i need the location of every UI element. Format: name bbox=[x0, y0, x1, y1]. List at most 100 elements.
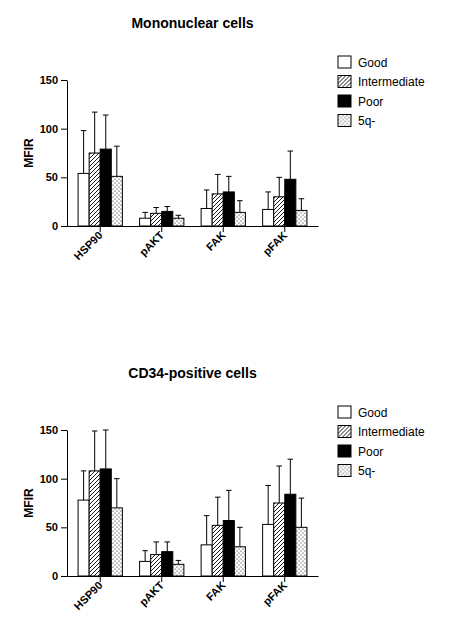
series bbox=[89, 431, 285, 576]
legend-swatch bbox=[338, 406, 351, 418]
plot-area bbox=[78, 430, 307, 576]
x-axis: HSP90 pAKT FAK pFAK bbox=[68, 576, 319, 612]
bar bbox=[274, 197, 285, 226]
error-bar bbox=[92, 431, 98, 471]
y-tick-mark bbox=[61, 479, 67, 480]
error-bar bbox=[237, 527, 243, 546]
x-axis: HSP90pAKTFAKpFAK bbox=[68, 226, 319, 262]
error-bar bbox=[226, 176, 232, 192]
y-tick-label: 150 bbox=[40, 74, 58, 86]
error-bar bbox=[276, 177, 282, 196]
error-bar bbox=[215, 497, 221, 525]
y-axis-title: MFIR bbox=[22, 488, 36, 518]
y-tick-mark bbox=[61, 576, 67, 577]
error-bar bbox=[299, 199, 305, 211]
title: CD34-positive cells bbox=[128, 365, 257, 381]
error-bar bbox=[153, 542, 159, 555]
y-tick-label: 50 bbox=[46, 521, 58, 533]
y-axis: 0 50 100 150 bbox=[40, 424, 68, 582]
bar bbox=[274, 503, 285, 576]
bar bbox=[223, 521, 234, 576]
x-tick-mark bbox=[223, 226, 224, 232]
error-bar bbox=[114, 146, 120, 176]
legend-swatch bbox=[338, 76, 351, 88]
legend-label: 5q- bbox=[358, 464, 375, 478]
error-bar bbox=[288, 151, 294, 179]
legend-entry: Good bbox=[338, 406, 387, 420]
x-tick: FAK bbox=[204, 576, 228, 603]
error-bar bbox=[265, 192, 271, 210]
legend-entry: 5q- bbox=[338, 464, 375, 478]
error-bar bbox=[288, 459, 294, 494]
bar bbox=[234, 212, 245, 226]
legend-label: Poor bbox=[358, 445, 383, 459]
x-tick-label: pFAK bbox=[260, 579, 289, 608]
y-tick-mark bbox=[61, 430, 67, 431]
bar bbox=[162, 211, 173, 226]
y-tick-mark bbox=[61, 129, 67, 130]
x-tick-mark bbox=[100, 226, 101, 232]
y-tick-mark bbox=[61, 80, 67, 81]
y-tick-label: 0 bbox=[52, 570, 58, 582]
series bbox=[89, 112, 285, 226]
chart: Mononuclear cellsMFIR050100150HSP90pAKTF… bbox=[22, 15, 425, 262]
x-tick-label: FAK bbox=[204, 229, 228, 253]
error-bar bbox=[165, 207, 171, 212]
series bbox=[100, 115, 296, 226]
y-tick: 150 bbox=[40, 424, 67, 436]
bar bbox=[263, 524, 274, 576]
error-bar bbox=[103, 115, 109, 149]
y-tick: 100 bbox=[40, 123, 67, 135]
error-bar bbox=[103, 430, 109, 469]
bar bbox=[89, 153, 100, 226]
error-bar bbox=[265, 485, 271, 524]
y-tick: 0 bbox=[52, 570, 67, 582]
x-tick-label: FAK bbox=[204, 579, 228, 603]
legend-label: 5q- bbox=[358, 114, 375, 128]
error-bar bbox=[226, 490, 232, 520]
x-tick-mark bbox=[100, 576, 101, 582]
bar bbox=[201, 208, 212, 226]
y-tick-mark bbox=[61, 226, 67, 227]
bar bbox=[100, 469, 111, 576]
plot-area bbox=[78, 112, 307, 226]
error-bar bbox=[142, 551, 148, 562]
bar bbox=[285, 494, 296, 576]
legend-entry: Good bbox=[338, 56, 387, 70]
bar bbox=[173, 218, 184, 226]
error-bar bbox=[215, 174, 221, 193]
legend-label: Good bbox=[358, 406, 387, 420]
bar bbox=[162, 552, 173, 576]
bar bbox=[201, 545, 212, 576]
legend-swatch bbox=[338, 95, 351, 107]
error-bar bbox=[165, 542, 171, 552]
x-tick-label: pAKT bbox=[137, 579, 166, 608]
y-tick-mark bbox=[61, 177, 67, 178]
bar bbox=[78, 500, 89, 576]
error-bar bbox=[276, 466, 282, 503]
error-bar bbox=[204, 516, 210, 545]
x-tick: pAKT bbox=[137, 576, 166, 608]
y-tick: 150 bbox=[40, 74, 67, 86]
bar bbox=[140, 218, 151, 226]
bar bbox=[296, 527, 307, 576]
legend-swatch bbox=[338, 465, 351, 477]
series bbox=[111, 146, 307, 226]
legend-swatch bbox=[338, 426, 351, 438]
legend-entry: Poor bbox=[338, 95, 383, 109]
x-tick: HSP90 bbox=[72, 226, 105, 262]
bar bbox=[263, 209, 274, 226]
bar bbox=[151, 213, 162, 226]
y-axis-title: MFIR bbox=[22, 138, 36, 168]
error-bar bbox=[176, 560, 182, 564]
bar bbox=[212, 194, 223, 226]
x-tick-label: pAKT bbox=[137, 229, 166, 258]
legend-swatch bbox=[338, 115, 351, 127]
y-tick-mark bbox=[61, 527, 67, 528]
y-tick-label: 100 bbox=[40, 473, 58, 485]
error-bar bbox=[81, 471, 87, 500]
x-tick-label: HSP90 bbox=[72, 579, 105, 612]
y-axis: 050100150 bbox=[40, 74, 68, 232]
legend-entry: 5q- bbox=[338, 114, 375, 128]
bar bbox=[234, 547, 245, 576]
